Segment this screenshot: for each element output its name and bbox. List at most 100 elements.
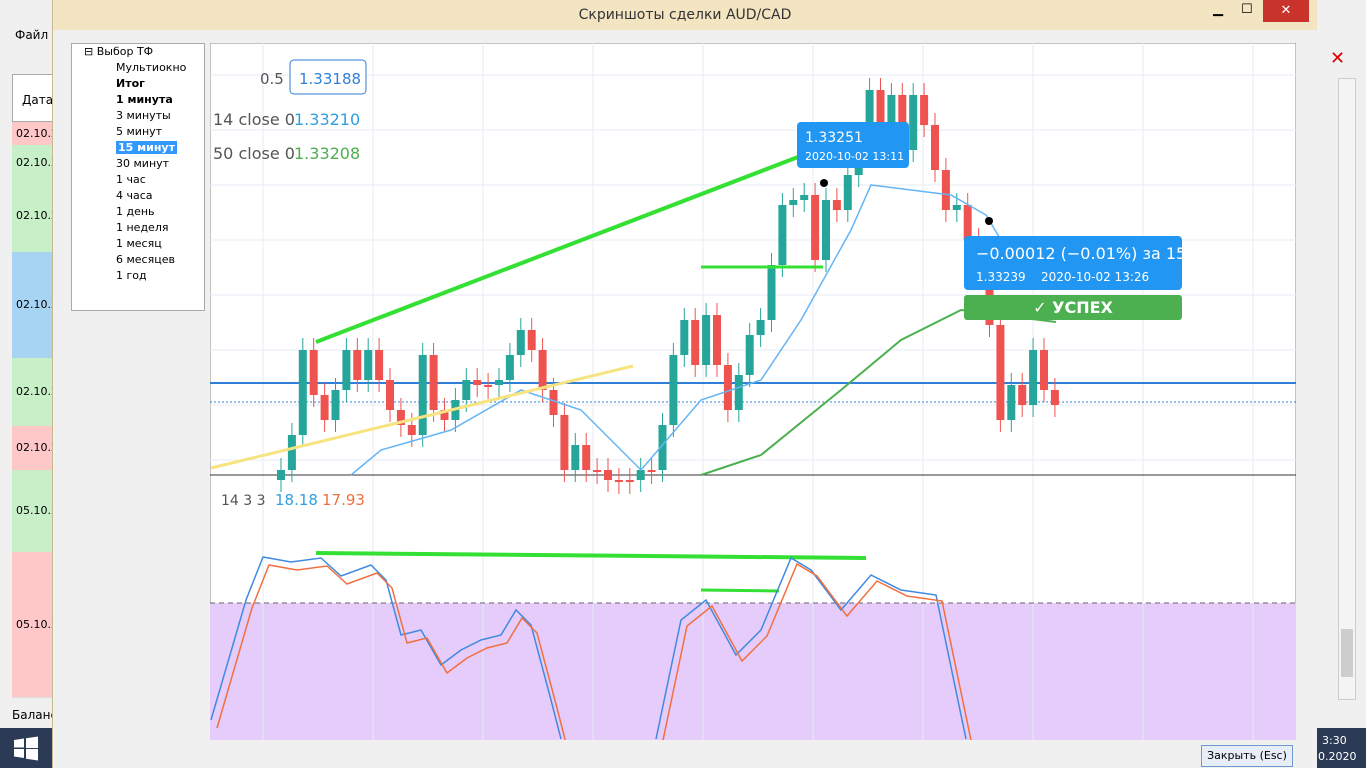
marker [985,217,993,225]
table-row[interactable]: 02.10.2 [12,358,58,427]
ma1-value: 1.33210 [294,110,360,129]
tree-item[interactable]: 1 год [72,268,204,284]
tree-item[interactable]: 1 минута [72,92,204,108]
table-row[interactable]: 02.10.2 [12,122,58,146]
tree-item[interactable]: 1 неделя [72,220,204,236]
candle-body [614,480,623,482]
maximize-button[interactable]: ☐ [1241,2,1253,17]
background-app: Файл Дата 02.10.2 02.10.2 02.10.2 02.10.2 02… [0,0,58,768]
stoch-d-value: 17.93 [322,491,365,509]
candle-body [604,470,612,480]
candle-body [636,470,645,480]
candle-body [309,350,318,395]
tree-item[interactable]: 3 минуты [72,108,204,124]
scrollbar[interactable] [1338,78,1356,700]
candle-body [843,175,852,210]
tooltip-price: 1.33251 [805,130,863,146]
candle-body [996,325,1005,420]
candle-body [876,90,885,140]
tree-item[interactable]: 1 час [72,172,204,188]
legend-price: 1.33188 [299,70,361,88]
tree-item[interactable]: Мультиокно [72,60,204,76]
candle-body [734,375,743,410]
table-row[interactable]: 05.10.2 [12,552,58,698]
candle-body [789,200,798,205]
stoch-k-value: 18.18 [275,491,318,509]
tree-item[interactable]: 15 минут [72,140,204,156]
tree-item-label: 1 минута [116,93,173,106]
result-box [964,236,1182,290]
taskbar: 3:30 0.2020 [1316,728,1366,768]
tree-item-label: 6 месяцев [116,253,175,266]
row-date: 02.10.2 [16,298,58,311]
table-row[interactable]: 02.10.2 [12,145,58,181]
candle-body [756,320,765,335]
tree-item-label: 1 месяц [116,237,162,250]
close-button[interactable]: Закрыть (Esc) [1201,745,1293,767]
tree-root[interactable]: ⊟ Выбор ТФ [84,45,154,58]
tree-item-label: 1 год [116,269,147,282]
candle-body [941,170,950,210]
tree-item[interactable]: 6 месяцев [72,252,204,268]
row-date: 02.10.2 [16,385,58,398]
row-date: 05.10.2 [16,617,58,631]
row-date: 02.10.2 [16,155,58,169]
tree-item[interactable]: 4 часа [72,188,204,204]
start-button[interactable] [0,728,52,768]
stoch-k [655,556,967,740]
candle-body [811,195,820,260]
stoch-d [662,562,972,740]
candle-body [1029,350,1038,405]
candle-body [909,95,918,150]
column-header: Дата [22,93,54,107]
candle-body [931,125,939,170]
overbought-zone [210,603,1296,740]
candle-body [832,200,841,210]
tree-item[interactable]: 1 день [72,204,204,220]
stoch-params: 14 3 3 [221,493,266,509]
minimize-button[interactable]: ▁ [1213,2,1223,17]
table-row[interactable]: 02.10.2 [12,426,58,471]
tree-root-label: Выбор ТФ [96,45,154,58]
candle-body [331,390,340,420]
candle-body [1018,385,1027,405]
candle-body [1007,385,1016,420]
candle-body [549,390,558,415]
table-row[interactable]: 02.10.2 [12,180,58,253]
candle-body [800,195,809,200]
candle-body [484,385,493,387]
candle-body [680,320,689,355]
legend-step: 0.5 [260,70,284,88]
ma1-label: 14 close 0 [213,110,295,129]
close-icon[interactable]: ✕ [1330,48,1346,69]
candle-body [418,355,427,435]
row-date: 02.10.2 [16,209,58,222]
menu-file[interactable]: Файл [15,28,49,42]
background-right: ✕ 3:30 0.2020 [1316,0,1366,768]
candle-body [1050,390,1059,405]
tree-item-label: 15 минут [116,141,177,154]
candle-body [277,470,285,480]
candle-body [658,425,667,470]
candle-body [582,445,591,470]
ma2-value: 1.33208 [294,144,360,163]
candle-body [625,480,634,482]
tree-item[interactable]: 30 минут [72,156,204,172]
candle-body [669,355,678,425]
window-close-button[interactable]: ✕ [1263,0,1309,22]
legend-box [289,59,367,95]
candle-body [473,380,482,385]
tree-item-label: 1 день [116,205,155,218]
tree-item[interactable]: Итог [72,76,204,92]
result-price: 1.33239 [976,270,1026,284]
tooltip-time: 2020-10-02 13:11 [805,150,904,163]
tree-item[interactable]: 5 минут [72,124,204,140]
candle-body [593,470,602,472]
candle-body [495,380,503,385]
table-row[interactable]: 02.10.2 [12,252,58,359]
tree-item[interactable]: 1 месяц [72,236,204,252]
status-box [964,295,1182,320]
table-row[interactable]: 05.10.2 [12,470,58,553]
